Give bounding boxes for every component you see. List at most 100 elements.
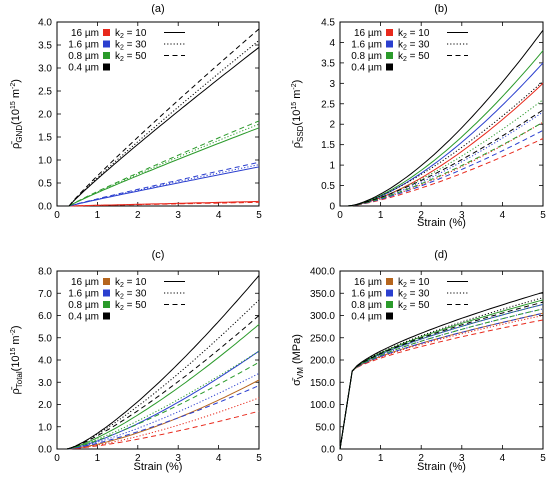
series-line bbox=[339, 312, 544, 450]
panel-title: (c) bbox=[152, 249, 165, 261]
x-tick-label: 4 bbox=[500, 453, 506, 464]
legend-swatch bbox=[103, 278, 110, 285]
legend-label: 0.4 µm bbox=[351, 63, 382, 74]
series-line bbox=[66, 299, 260, 450]
y-tick-label: 5.0 bbox=[38, 333, 52, 344]
legend-swatch bbox=[103, 312, 110, 320]
y-tick-label: 2.0 bbox=[38, 400, 52, 411]
plot-frame bbox=[339, 21, 544, 207]
legend-label: 1.6 µm bbox=[68, 40, 99, 51]
y-tick-label: 4 bbox=[329, 38, 335, 49]
x-tick-label: 1 bbox=[95, 453, 101, 464]
y-axis-label: σ̄VM (MPa) bbox=[291, 334, 305, 386]
y-axis-label: ρ̄SSD(1015 m-2) bbox=[291, 80, 305, 149]
series-line bbox=[348, 121, 544, 207]
series-line bbox=[67, 379, 260, 450]
series-line bbox=[68, 166, 260, 207]
legend-swatch bbox=[386, 40, 393, 48]
series-line bbox=[68, 127, 260, 207]
x-tick-label: 2 bbox=[418, 210, 424, 221]
y-axis-label: ρ̄Total(1015 m-2) bbox=[10, 325, 24, 394]
legend-label: 16 µm bbox=[354, 28, 382, 39]
x-tick-label: 5 bbox=[540, 453, 546, 464]
y-tick-label: 0.5 bbox=[321, 181, 335, 192]
x-tick-label: 0 bbox=[337, 453, 343, 464]
series-line bbox=[66, 275, 260, 450]
x-tick-label: 1 bbox=[95, 210, 101, 221]
x-tick-label: 4 bbox=[500, 210, 506, 221]
y-tick-label: 2.0 bbox=[38, 110, 52, 121]
series-line bbox=[339, 319, 544, 450]
series-line bbox=[67, 385, 260, 450]
y-tick-label: 3.0 bbox=[38, 64, 52, 75]
series-line bbox=[68, 164, 260, 207]
series-line bbox=[348, 138, 544, 207]
y-tick-label: 2.5 bbox=[321, 99, 335, 110]
y-tick-label: 3.5 bbox=[38, 41, 52, 52]
y-tick-label: 3.0 bbox=[38, 378, 52, 389]
y-tick-label: 100.0 bbox=[310, 400, 335, 411]
y-tick-label: 200.0 bbox=[310, 356, 335, 367]
legend-k-label: k2 = 30 bbox=[398, 289, 430, 301]
legend-swatch bbox=[386, 301, 393, 308]
series-line bbox=[68, 123, 260, 207]
y-tick-label: 0 bbox=[329, 202, 335, 213]
series-line bbox=[348, 121, 544, 207]
series-line bbox=[348, 129, 544, 207]
y-tick-label: 250.0 bbox=[310, 333, 335, 344]
legend-k-label: k2 = 30 bbox=[398, 40, 430, 52]
legend-k-label: k2 = 50 bbox=[398, 51, 430, 63]
series-line bbox=[348, 29, 544, 207]
y-tick-label: 0.5 bbox=[38, 179, 52, 190]
y-tick-label: 350.0 bbox=[310, 289, 335, 300]
legend-swatch bbox=[103, 63, 110, 71]
x-tick-label: 3 bbox=[459, 453, 465, 464]
series-line bbox=[348, 62, 544, 207]
series-line bbox=[66, 324, 260, 450]
y-tick-label: 3 bbox=[329, 79, 335, 90]
legend-label: 0.4 µm bbox=[351, 312, 382, 323]
y-tick-label: 0.0 bbox=[321, 445, 335, 456]
legend-label: 0.8 µm bbox=[351, 51, 382, 62]
series-line bbox=[339, 303, 544, 450]
legend-swatch bbox=[386, 278, 393, 285]
legend-label: 1.6 µm bbox=[351, 40, 382, 51]
y-tick-label: 1.0 bbox=[38, 422, 52, 433]
legend-swatch bbox=[386, 312, 393, 320]
x-axis-label: Strain (%) bbox=[417, 217, 466, 229]
series-line bbox=[339, 297, 544, 450]
legend-label: 1.6 µm bbox=[351, 289, 382, 300]
series-line bbox=[68, 46, 260, 207]
legend-label: 0.4 µm bbox=[68, 63, 99, 74]
y-tick-label: 4.0 bbox=[38, 356, 52, 367]
legend-label: 16 µm bbox=[71, 277, 99, 288]
x-tick-label: 3 bbox=[175, 453, 181, 464]
series-line bbox=[339, 303, 544, 450]
y-tick-label: 4.5 bbox=[321, 18, 335, 29]
y-tick-label: 2.5 bbox=[38, 87, 52, 98]
series-line bbox=[339, 312, 544, 450]
x-tick-label: 1 bbox=[378, 453, 384, 464]
y-tick-label: 8.0 bbox=[38, 267, 52, 278]
series-line bbox=[339, 315, 544, 450]
series-line bbox=[348, 80, 544, 207]
panel-title: (d) bbox=[434, 249, 447, 261]
y-tick-label: 3.5 bbox=[321, 58, 335, 69]
panel-title: (b) bbox=[434, 3, 447, 15]
y-tick-label: 1.5 bbox=[38, 133, 52, 144]
series-group bbox=[339, 291, 544, 450]
x-tick-label: 2 bbox=[418, 453, 424, 464]
x-tick-label: 1 bbox=[378, 210, 384, 221]
y-tick-label: 6.0 bbox=[38, 311, 52, 322]
legend-swatch bbox=[386, 63, 393, 71]
legend-label: 1.6 µm bbox=[68, 289, 99, 300]
legend-swatch bbox=[103, 52, 110, 59]
x-tick-label: 4 bbox=[216, 453, 222, 464]
y-tick-label: 1 bbox=[329, 161, 335, 172]
legend-k-label: k2 = 10 bbox=[398, 28, 430, 40]
panel-title: (a) bbox=[151, 3, 164, 15]
x-tick-label: 5 bbox=[256, 210, 262, 221]
legend-k-label: k2 = 30 bbox=[115, 40, 147, 52]
